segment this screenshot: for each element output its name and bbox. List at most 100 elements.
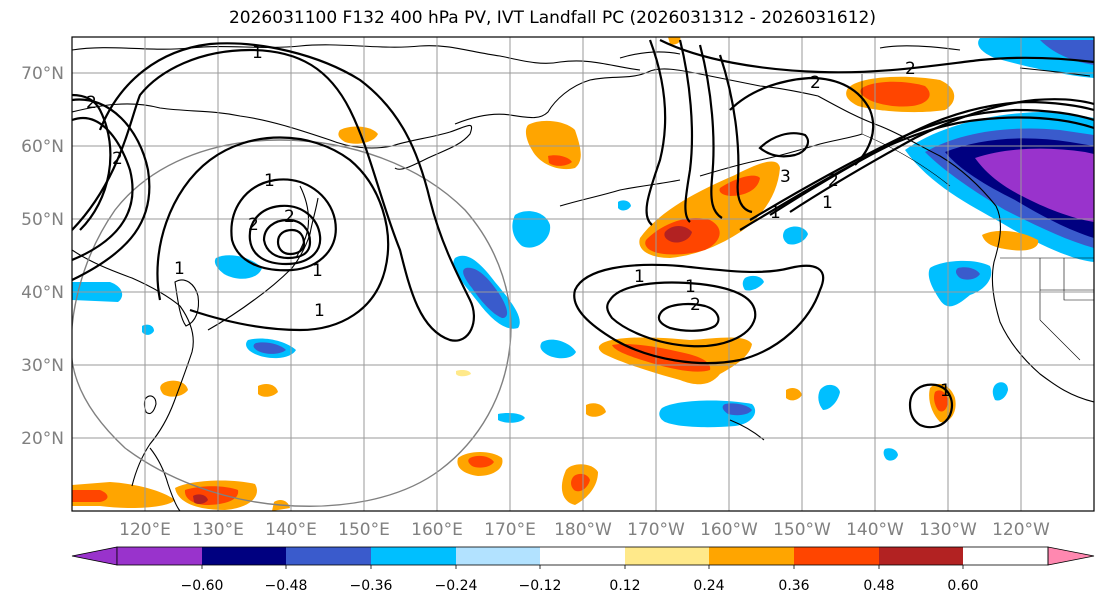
pv-contour-low-1 (230, 178, 337, 272)
colorbar-tick-labels: −0.60 −0.48 −0.36 −0.24 −0.12 0.12 0.24 … (181, 578, 979, 594)
contour-label-9: 2 (810, 73, 821, 93)
colorbar-segment (202, 547, 286, 565)
lon-label-120w: 120°W (992, 520, 1050, 540)
positive-anomaly-small-2 (258, 384, 278, 397)
contour-label-8: 1 (314, 301, 325, 321)
negative-anomaly-subtropic-1 (818, 384, 840, 410)
coastline-alaska (817, 95, 1094, 403)
positive-anomaly-kamchatka (525, 120, 581, 170)
contour-label-15: 1 (634, 267, 645, 287)
negative-anomaly-central-1 (540, 339, 576, 359)
lon-label-170e: 170°E (484, 520, 536, 540)
pv-contour-jet-2 (749, 108, 1094, 221)
pv-contour-ridge-1 (729, 76, 875, 166)
pv-contour-east-trough-a (645, 39, 667, 226)
lat-label-60: 60°N (21, 137, 64, 157)
positive-anomaly-alaska-north-red (860, 81, 930, 107)
negative-anomaly-hawaii-north-core (722, 403, 752, 416)
coastline-okhotsk (72, 103, 473, 170)
lat-label-30: 30°N (21, 356, 64, 376)
pv-contour-cutoff-inner (657, 303, 720, 332)
positive-anomaly-small-6 (668, 37, 681, 45)
colorbar-tick-label: −0.12 (519, 578, 562, 594)
coastline-philippines (149, 447, 181, 511)
positive-anomaly-gulf-alaska-core (664, 226, 692, 243)
pv-contour-east-small (908, 383, 953, 429)
colorbar-segment (540, 547, 625, 565)
lat-label-20: 20°N (21, 429, 64, 449)
contour-label-11: 2 (828, 171, 839, 191)
pv-contour-west-1 (72, 117, 134, 262)
lon-label-160e: 160°E (411, 520, 463, 540)
anomaly-shading (72, 37, 1094, 511)
colorbar-tick-label: −0.60 (181, 578, 224, 594)
lon-label-150e: 150°E (338, 520, 390, 540)
colorbar-tick-label: −0.24 (435, 578, 478, 594)
contour-label-7: 1 (312, 261, 323, 281)
map-frame (71, 36, 1095, 512)
pv-contour-jet-1 (739, 116, 1094, 231)
negative-anomaly-small-4 (883, 448, 898, 461)
lon-label-120e: 120°E (119, 520, 171, 540)
negative-anomaly-small-6 (618, 200, 631, 211)
pv-contour-east-trough-d (718, 54, 753, 214)
lon-label-140e: 140°E (265, 520, 317, 540)
contour-label-5: 1 (264, 171, 275, 191)
negative-anomaly-subtropic-2 (992, 382, 1008, 401)
lon-label-130w: 130°W (919, 520, 977, 540)
positive-anomaly-south-1-core (468, 455, 494, 468)
contour-label-12: 1 (770, 203, 781, 223)
colorbar-extend-min (71, 546, 118, 566)
lon-label-180w: 180°W (554, 520, 612, 540)
colorbar-segment (794, 547, 879, 565)
negative-anomaly-south-japan-core (253, 342, 286, 354)
us-state-borders (1039, 258, 1094, 361)
pv-contour-east-trough-b (678, 39, 694, 223)
coastline-japan (207, 197, 319, 331)
negative-anomaly-arctic-core (1040, 40, 1094, 65)
pv-contour-north-alaska (659, 39, 1094, 74)
lon-label-130e: 130°E (192, 520, 244, 540)
contour-label-4: 1 (174, 259, 185, 279)
colorbar-segment (117, 547, 202, 565)
negative-anomaly-ne-pacific-min (975, 148, 1094, 222)
negative-anomaly-japan-sea (214, 255, 262, 279)
pv-contour-low-4 (276, 228, 306, 256)
pv-contours (72, 39, 1094, 429)
pv-contour-jet-4 (789, 98, 1094, 213)
pv-contour-low-3 (262, 218, 312, 260)
pv-contour-cutoff-outer (573, 263, 825, 365)
colorbar-frame (116, 546, 1049, 566)
contour-label-10: 3 (780, 167, 791, 187)
colorbar-tick-label: 0.48 (863, 578, 894, 594)
negative-anomaly-subtropic-3 (498, 413, 525, 423)
colorbar-segment (709, 547, 794, 565)
positive-anomaly-small-4 (786, 387, 802, 401)
colorbar-tick-label: 0.60 (947, 578, 978, 594)
coastline-kamchatka (454, 68, 819, 125)
lat-label-70: 70°N (21, 64, 64, 84)
positive-anomaly-kamchatka-core (548, 155, 572, 166)
colorbar-tick-label: −0.48 (265, 578, 308, 594)
pv-contour-jet-3 (769, 100, 1094, 216)
colorbar-segment (286, 547, 371, 565)
contour-label-14: 2 (905, 59, 916, 79)
colorbar (71, 546, 1095, 569)
lon-label-140w: 140°W (846, 520, 904, 540)
pv-contour-trough-mid (156, 136, 390, 332)
pv-contour-ridge-2 (758, 132, 810, 158)
map-area: 1 2 2 1 1 2 1 1 2 3 2 1 1 2 1 2 1 1 2 (72, 37, 1094, 511)
negative-anomaly-kamchatka-south (512, 211, 551, 248)
contour-label-17: 1 (685, 277, 696, 297)
positive-anomaly-gulf-alaska-upper-red (719, 175, 760, 196)
positive-anomaly-small-3 (586, 403, 606, 417)
contour-label-6: 2 (284, 207, 295, 227)
positive-anomaly-south-2-core (571, 473, 590, 492)
coastline-arctic-islands (619, 45, 1091, 77)
pv-contour-west-2 (72, 98, 151, 281)
coastline-alaska-peninsula (699, 133, 863, 177)
latitude-labels: 70°N 60°N 50°N 40°N 30°N 20°N (21, 64, 64, 449)
positive-anomaly-small-1 (160, 380, 188, 397)
contour-label-19: 2 (248, 215, 259, 235)
